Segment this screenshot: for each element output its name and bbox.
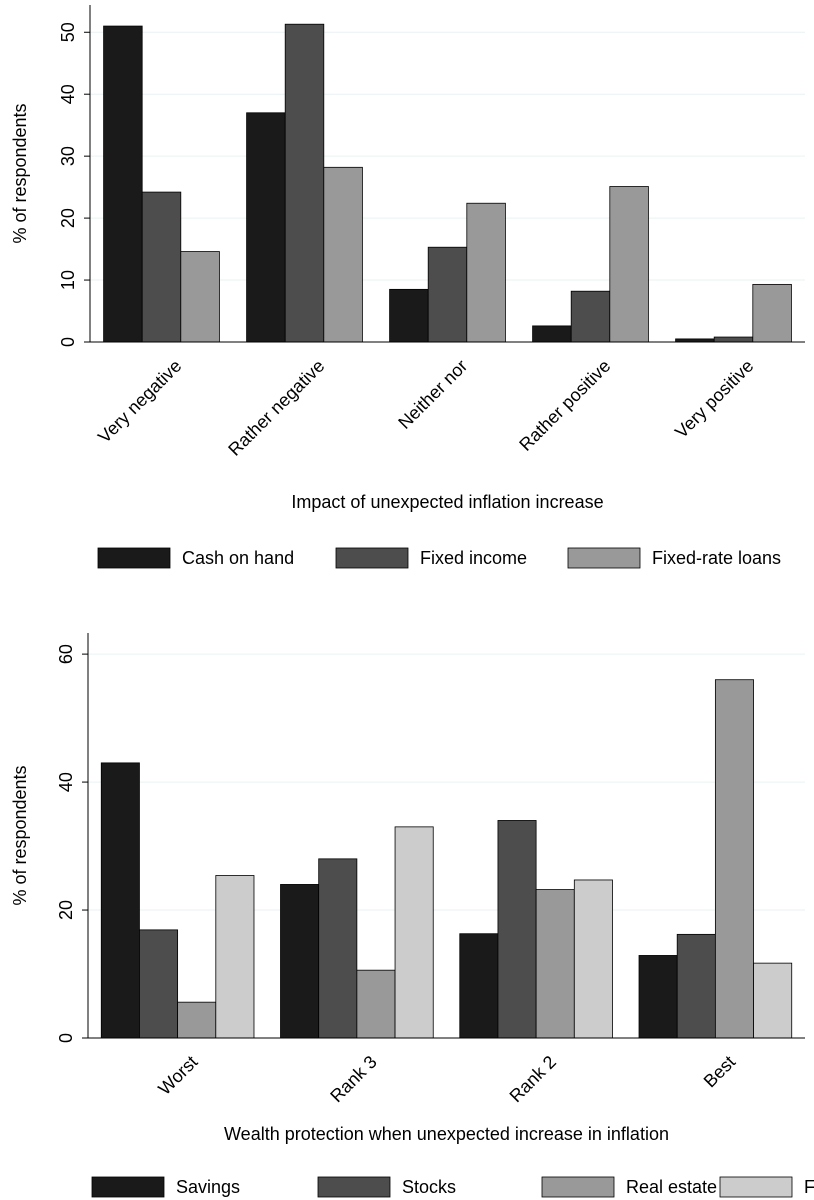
legend-swatch (317, 1176, 391, 1198)
bar (535, 889, 575, 1039)
bar (497, 820, 537, 1039)
bar (141, 191, 182, 343)
legend-label: Real estate (626, 1177, 717, 1197)
bar (466, 202, 506, 343)
legend-swatch (719, 1176, 793, 1198)
legend-label: Cash on hand (182, 548, 294, 568)
legend-label: FR loans (804, 1177, 814, 1197)
y-tick-label: 40 (58, 84, 78, 104)
y-axis-label: % of respondents (10, 765, 30, 905)
x-axis-label: Wealth protection when unexpected increa… (224, 1124, 669, 1144)
x-tick-label: Very positive (671, 356, 757, 442)
x-axis-label: Impact of unexpected inflation increase (291, 492, 603, 512)
bar (284, 23, 325, 343)
bar (246, 112, 286, 343)
bar (180, 251, 220, 343)
y-axis-label: % of respondents (10, 103, 30, 243)
bar (100, 762, 140, 1039)
x-tick-label: Rank 3 (326, 1052, 380, 1106)
bar (177, 1001, 217, 1039)
bar (103, 25, 143, 343)
bar (753, 962, 793, 1039)
x-tick-label: Worst (154, 1052, 201, 1099)
x-tick-label: Rather positive (515, 356, 614, 455)
bar (427, 246, 468, 343)
bar (532, 325, 572, 343)
bar (394, 826, 434, 1039)
bar (280, 884, 320, 1039)
bar (713, 336, 754, 343)
bar (752, 283, 792, 343)
y-tick-label: 0 (56, 1033, 76, 1043)
bar (609, 186, 649, 343)
x-tick-label: Rather negative (224, 356, 328, 460)
legend-swatch (335, 547, 409, 569)
bar (638, 955, 678, 1039)
bar (323, 166, 363, 343)
y-tick-label: 20 (58, 208, 78, 228)
bar (676, 933, 716, 1039)
x-tick-label: Very negative (94, 356, 185, 447)
y-tick-label: 0 (58, 337, 78, 347)
bar (139, 929, 179, 1039)
y-tick-label: 50 (58, 22, 78, 42)
x-tick-label: Best (700, 1052, 740, 1092)
legend-label: Savings (176, 1177, 240, 1197)
y-tick-label: 20 (56, 900, 76, 920)
bar (459, 933, 499, 1039)
legend-label: Fixed income (420, 548, 527, 568)
bar (215, 875, 255, 1039)
legend-swatch (91, 1176, 165, 1198)
legend-label: Fixed-rate loans (652, 548, 781, 568)
y-tick-label: 60 (56, 644, 76, 664)
y-tick-label: 30 (58, 146, 78, 166)
bar (570, 290, 611, 343)
x-tick-label: Neither nor (394, 356, 471, 433)
bar (356, 969, 396, 1039)
y-tick-label: 10 (58, 270, 78, 290)
bar (389, 288, 429, 343)
bar (573, 879, 613, 1039)
x-tick-label: Rank 2 (506, 1052, 560, 1106)
bar (318, 858, 358, 1039)
legend-label: Stocks (402, 1177, 456, 1197)
legend-swatch (567, 547, 641, 569)
bar (714, 679, 754, 1039)
legend-swatch (97, 547, 171, 569)
legend-swatch (541, 1176, 615, 1198)
y-tick-label: 40 (56, 772, 76, 792)
